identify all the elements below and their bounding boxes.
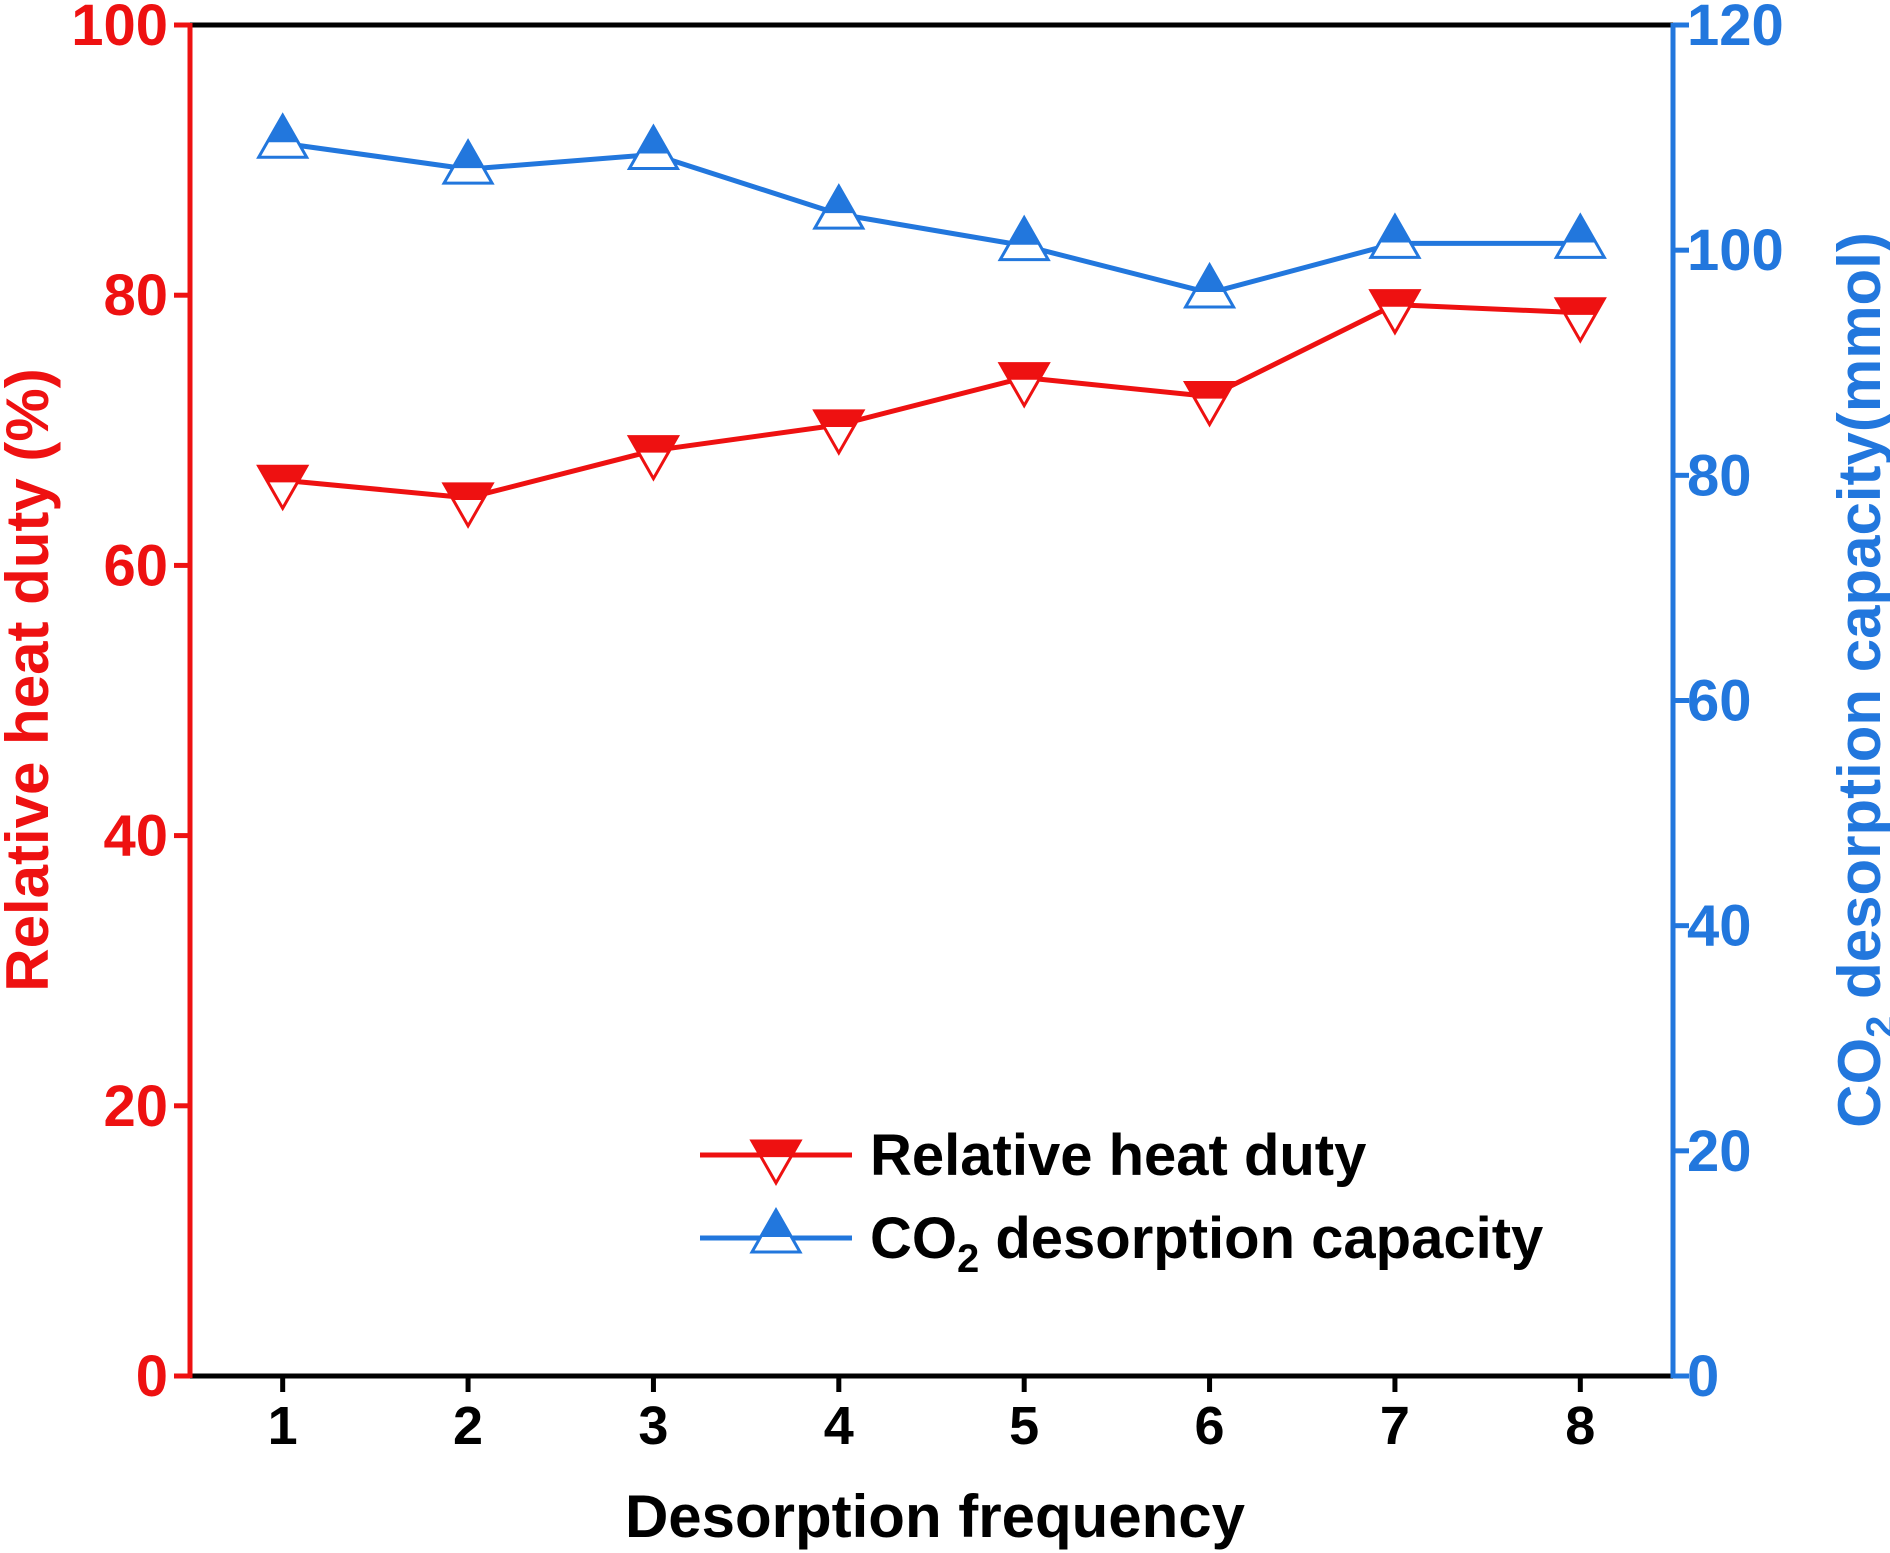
data-point-fill (1378, 213, 1412, 243)
y-right-tick-label: 20 (1687, 1119, 1752, 1184)
y-right-tick-label: 80 (1687, 443, 1752, 508)
data-point-fill (451, 139, 485, 169)
y-left-tick-label: 60 (103, 533, 168, 598)
y-right-tick-label: 100 (1687, 218, 1784, 283)
y-left-tick-label: 0 (136, 1344, 168, 1409)
data-point-fill (256, 465, 309, 483)
y-left-tick-label: 80 (103, 263, 168, 328)
y-axis-left-title: Relative heat duty (%) (0, 368, 61, 991)
legend-marker (749, 1206, 803, 1254)
x-tick-label: 3 (638, 1396, 668, 1456)
y-axis-right-title: CO2 desorption capacity(mmol) (1826, 232, 1890, 1128)
x-tick-label: 7 (1380, 1396, 1410, 1456)
data-point-fill (1007, 215, 1041, 245)
data-point-fill (636, 124, 671, 154)
data-point (997, 214, 1051, 262)
data-point (626, 123, 681, 170)
data-point (1182, 381, 1237, 428)
data-point-fill (266, 113, 300, 143)
data-point (812, 183, 866, 230)
x-tick-label: 2 (453, 1396, 483, 1456)
data-point-fill (1554, 297, 1607, 315)
data-point-fill (1369, 289, 1421, 307)
data-point (812, 409, 866, 456)
series-co2-desorption-capacity (256, 112, 1607, 309)
y-right-tick-label: 0 (1687, 1344, 1719, 1409)
legend-label-prefix: CO (870, 1206, 957, 1271)
y-axis-right-title-subscript: 2 (1859, 1016, 1890, 1038)
axis-ticks: 0 20 40 60 80 100 0 20 40 60 80 100 120 1 2 3 4 5 6 7 8 (71, 0, 1784, 1456)
y-left-tick-label: 20 (103, 1074, 168, 1139)
data-point-fill (998, 362, 1050, 380)
series-line (282, 302, 1581, 501)
legend-label: CO2 desorption capacity (870, 1206, 1543, 1281)
legend-marker-fill (750, 1140, 802, 1158)
x-tick-label: 5 (1009, 1396, 1039, 1456)
data-point (441, 482, 495, 529)
x-tick-label: 1 (268, 1396, 298, 1456)
data-point (1368, 212, 1422, 259)
y-left-tick-label: 40 (103, 804, 168, 869)
data-point (626, 435, 681, 482)
series-line (282, 140, 1581, 296)
data-point (997, 362, 1051, 409)
y-left-tick-label: 100 (71, 0, 168, 58)
legend-marker (749, 1139, 803, 1187)
x-axis-title: Desorption frequency (625, 1483, 1246, 1550)
data-point-fill (822, 184, 856, 214)
data-point (256, 464, 310, 512)
y-right-tick-label: 40 (1687, 894, 1752, 959)
y-axis-right-title-prefix: CO (1826, 1038, 1890, 1128)
data-point-fill (1192, 262, 1227, 292)
data-point-fill (627, 435, 680, 453)
x-tick-label: 4 (824, 1396, 854, 1456)
data-point (1182, 261, 1237, 309)
series-relative-heat-duty (256, 289, 1607, 529)
data-point-fill (1183, 381, 1236, 399)
legend-label: Relative heat duty (870, 1123, 1366, 1188)
y-axis-right-title-rest: desorption capacity(mmol) (1826, 232, 1890, 1015)
data-point-fill (1563, 213, 1597, 243)
data-point-fill (813, 409, 865, 428)
data-point (441, 138, 495, 185)
legend-marker-fill (759, 1207, 793, 1238)
legend-label-rest: desorption capacity (979, 1206, 1543, 1271)
x-tick-label: 8 (1565, 1396, 1595, 1456)
data-point (1553, 212, 1607, 259)
data-point (1553, 297, 1607, 344)
data-point-fill (442, 482, 494, 500)
data-point (256, 112, 310, 159)
legend: Relative heat duty CO2 desorption capacit… (700, 1123, 1543, 1281)
data-point (1368, 289, 1422, 336)
y-right-tick-label: 120 (1687, 0, 1784, 58)
y-right-tick-label: 60 (1687, 669, 1752, 734)
x-tick-label: 6 (1195, 1396, 1225, 1456)
legend-label-subscript: 2 (957, 1237, 979, 1281)
